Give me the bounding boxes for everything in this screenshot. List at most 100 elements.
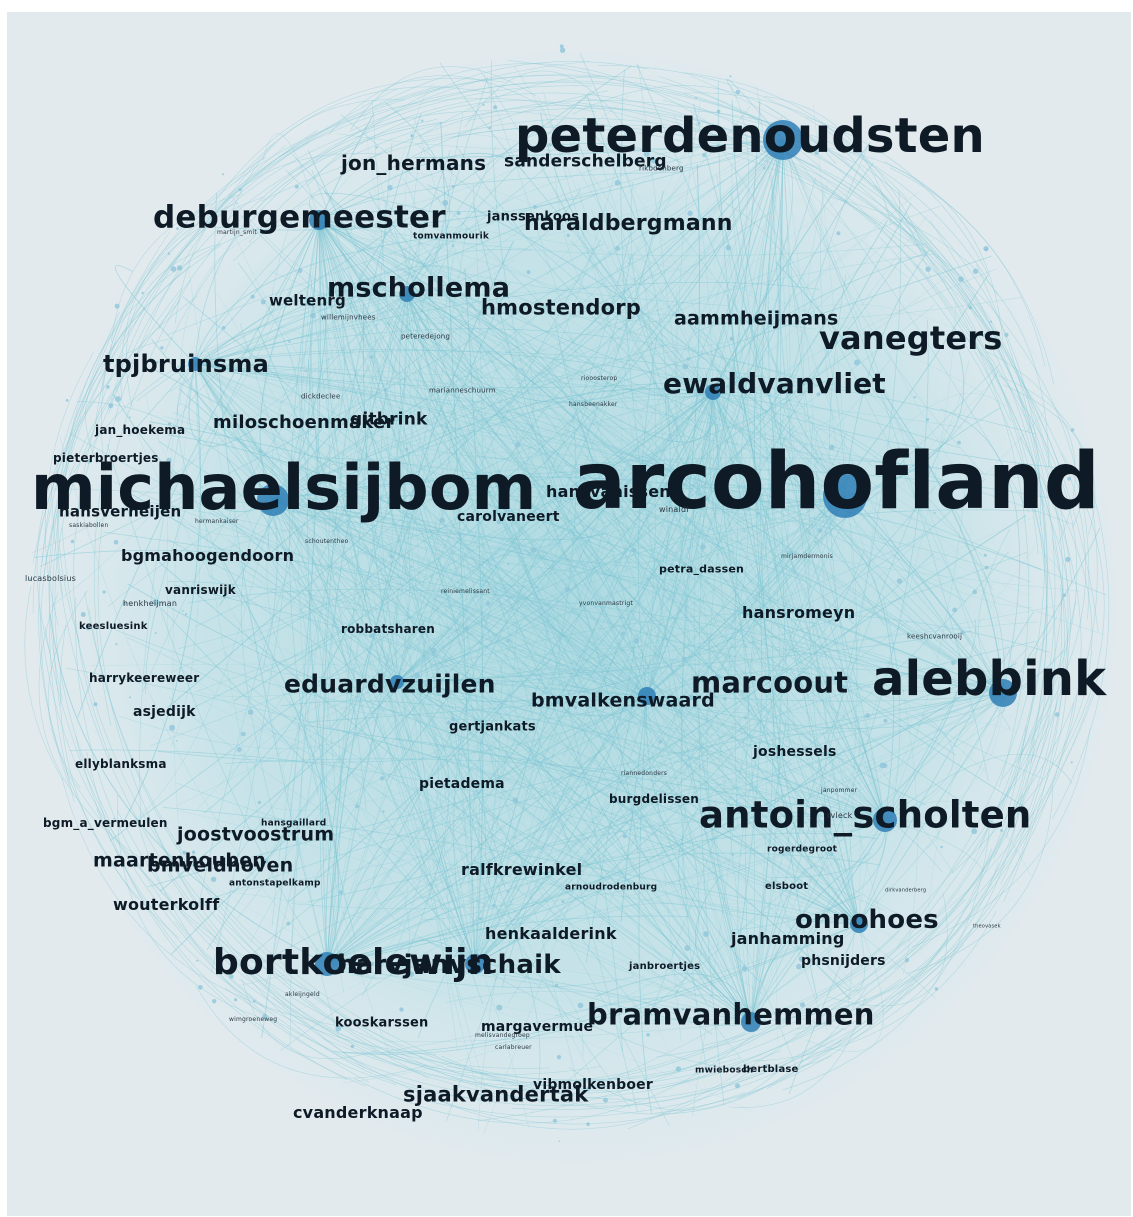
node-label-eduardvzuijlen[interactable]: eduardvzuijlen [284, 669, 496, 699]
node-label-janssenkoos[interactable]: janssenkoos [487, 209, 580, 225]
node-label-antoin_scholten[interactable]: antoin_scholten [699, 793, 1032, 837]
node-label-tomvanmourik[interactable]: tomvanmourik [413, 231, 490, 242]
node-label-asjedijk[interactable]: asjedijk [133, 704, 196, 720]
node-label-cvanderknaap[interactable]: cvanderknaap [293, 1103, 423, 1122]
node-label-michaelsijbom[interactable]: michaelsijbom [31, 451, 537, 524]
node-label-willemijnvhees[interactable]: willemijnvhees [321, 313, 376, 322]
node-label-janhamming[interactable]: janhamming [731, 929, 845, 948]
hub-node[interactable] [989, 679, 1017, 707]
node-label-bgm_a_vermeulen[interactable]: bgm_a_vermeulen [43, 816, 168, 830]
node-label-mwiebosch[interactable]: mwiebosch [695, 1065, 754, 1076]
hub-node[interactable] [705, 384, 721, 400]
hub-node[interactable] [399, 286, 415, 302]
node-label-rikbdenberg[interactable]: rikbdenberg [639, 164, 684, 173]
node-label-hmostendorp[interactable]: hmostendorp [481, 295, 642, 320]
node-label-bgmahoogendoorn[interactable]: bgmahoogendoorn [121, 546, 295, 565]
node-label-riooosterop[interactable]: riooosterop [581, 375, 618, 382]
node-label-reiniemelissant[interactable]: reiniemelissant [441, 588, 490, 595]
node-label-marianneschuurm[interactable]: marianneschuurm [429, 386, 496, 395]
node-label-elsboot[interactable]: elsboot [765, 881, 809, 892]
node-label-melisvandegroep[interactable]: melisvandegroep [475, 1032, 530, 1039]
node-label-peterdenoudsten[interactable]: peterdenoudsten [515, 108, 985, 164]
hub-node[interactable] [638, 687, 656, 705]
node-label-saskiabollen[interactable]: saskiabollen [69, 522, 109, 529]
node-label-henkheijman[interactable]: henkheijman [123, 599, 178, 608]
hub-node[interactable] [823, 474, 867, 518]
node-label-carolvaneert[interactable]: carolvaneert [457, 509, 560, 525]
node-label-mirjamdermonis[interactable]: mirjamdermonis [781, 553, 833, 560]
node-label-vanegters[interactable]: vanegters [819, 319, 1003, 357]
node-label-theovasek[interactable]: theovasek [973, 923, 1001, 930]
node-label-schoutentheo[interactable]: schoutentheo [305, 538, 349, 545]
node-label-vibmolkenboer[interactable]: vibmolkenboer [533, 1077, 653, 1093]
hub-node[interactable] [850, 915, 868, 933]
node-label-gertjankats[interactable]: gertjankats [449, 719, 536, 735]
hub-node[interactable] [465, 954, 485, 974]
node-label-maartenhouben[interactable]: maartenhouben [93, 849, 267, 872]
node-label-petra_dassen[interactable]: petra_dassen [659, 562, 745, 576]
node-label-aammheijmans[interactable]: aammheijmans [674, 307, 839, 330]
node-label-hermankaiser[interactable]: hermankaiser [195, 518, 239, 525]
node-label-sanderschelberg[interactable]: sanderschelberg [504, 151, 667, 172]
node-label-alebbink[interactable]: alebbink [872, 651, 1107, 707]
node-label-ellyblanksma[interactable]: ellyblanksma [75, 757, 167, 771]
node-label-gitbrink[interactable]: gitbrink [350, 409, 428, 430]
node-label-hansverheijen[interactable]: hansverheijen [59, 502, 182, 521]
node-label-joshessels[interactable]: joshessels [753, 744, 837, 760]
node-label-marcoout[interactable]: marcoout [691, 665, 849, 700]
node-label-hansgaillard[interactable]: hansgaillard [261, 818, 327, 829]
node-label-haraldbergmann[interactable]: haraldbergmann [524, 211, 733, 236]
node-label-vanriswijk[interactable]: vanriswijk [165, 583, 236, 597]
node-label-carlabreuer[interactable]: carlabreuer [495, 1044, 532, 1051]
hub-node[interactable] [873, 808, 897, 832]
node-label-kooskarssen[interactable]: kooskarssen [335, 1015, 429, 1031]
node-label-peteredejong[interactable]: peteredejong [401, 332, 451, 341]
node-label-pieterbroertjes[interactable]: pieterbroertjes [53, 451, 159, 465]
node-label-janbroertjes[interactable]: janbroertjes [629, 961, 701, 972]
node-label-ralfkrewinkel[interactable]: ralfkrewinkel [461, 860, 583, 879]
hub-node[interactable] [390, 675, 404, 689]
node-label-riannedonders[interactable]: riannedonders [621, 770, 668, 777]
node-label-ewaldvanvliet[interactable]: ewaldvanvliet [663, 367, 886, 400]
node-label-jan_hoekema[interactable]: jan_hoekema [95, 423, 186, 437]
hub-node[interactable] [309, 210, 329, 230]
node-label-miloschoenmaker[interactable]: miloschoenmaker [213, 412, 395, 433]
node-label-arcohofland[interactable]: arcohofland [573, 437, 1100, 527]
node-label-antonstapelkamp[interactable]: antonstapelkamp [229, 878, 321, 889]
node-label-harvjanvschaik[interactable]: harvjanvschaik [337, 950, 561, 980]
node-label-bmveldhoven[interactable]: bmveldhoven [147, 854, 294, 877]
node-label-winaldi[interactable]: winaldi [659, 505, 689, 514]
node-label-deburgemeester[interactable]: deburgemeester [153, 199, 446, 236]
node-label-onnohoes[interactable]: onnohoes [795, 905, 939, 935]
node-label-yvonvanmastrigt[interactable]: yvonvanmastrigt [579, 600, 633, 607]
node-label-mschollema[interactable]: mschollema [327, 272, 511, 304]
node-label-robbatsharen[interactable]: robbatsharen [341, 622, 435, 636]
node-label-keesluesink[interactable]: keesluesink [79, 621, 148, 632]
node-label-wouterkolff[interactable]: wouterkolff [113, 895, 220, 914]
node-label-hansromeyn[interactable]: hansromeyn [742, 603, 856, 622]
node-label-rvleck[interactable]: rvleck [827, 811, 853, 820]
hub-node[interactable] [257, 484, 289, 516]
node-label-janpommer[interactable]: janpommer [821, 787, 858, 794]
node-label-bortkoelewijn[interactable]: bortkoelewijn [213, 942, 494, 983]
hub-node[interactable] [741, 1012, 761, 1032]
node-label-sjaakvandertak[interactable]: sjaakvandertak [403, 1082, 589, 1107]
node-label-bramvanhemmen[interactable]: bramvanhemmen [587, 997, 875, 1032]
node-label-dirkvanderberg[interactable]: dirkvanderberg [885, 887, 927, 894]
node-label-harrykeereweer[interactable]: harrykeereweer [89, 671, 200, 685]
node-label-margavermue[interactable]: margavermue [481, 1019, 594, 1035]
node-label-hansvanissen[interactable]: hansvanissen [546, 482, 671, 501]
node-label-henkaalderink[interactable]: henkaalderink [485, 924, 617, 943]
node-label-tpjbruinsma[interactable]: tpjbruinsma [103, 350, 269, 378]
node-label-arnoudrodenburg[interactable]: arnoudrodenburg [565, 882, 658, 893]
node-label-wimgroeneweg[interactable]: wimgroeneweg [229, 1016, 278, 1023]
node-label-keeshcvanrooij[interactable]: keeshcvanrooij [907, 632, 963, 641]
hub-node[interactable] [188, 357, 202, 371]
node-label-dickdeclee[interactable]: dickdeclee [301, 392, 341, 401]
node-label-hansbeenakker[interactable]: hansbeenakker [569, 401, 618, 408]
node-label-rogerdegroot[interactable]: rogerdegroot [767, 844, 838, 855]
node-label-martijn_smit[interactable]: martijn_smit [217, 229, 257, 236]
node-label-phsnijders[interactable]: phsnijders [801, 953, 886, 969]
node-label-burgdelissen[interactable]: burgdelissen [609, 792, 699, 806]
node-label-akleijngeld[interactable]: akleijngeld [285, 991, 320, 998]
